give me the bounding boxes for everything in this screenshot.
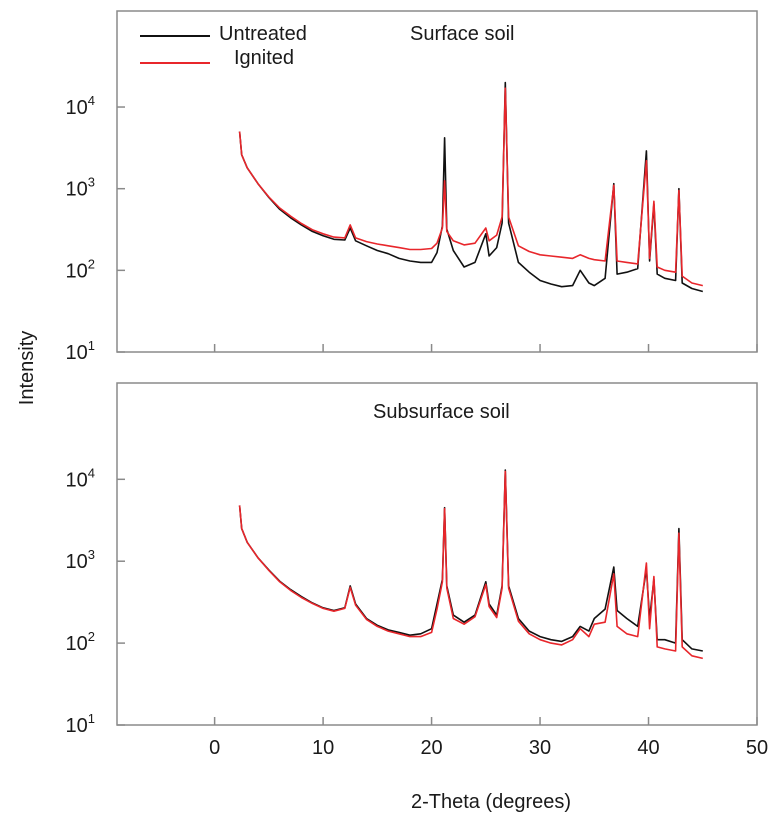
y-tick-exponent: 4	[88, 93, 95, 108]
y-tick-label: 104	[66, 465, 95, 491]
x-tick-label: 20	[420, 737, 442, 759]
y-tick-base: 10	[66, 342, 88, 364]
x-tick-label: 50	[746, 737, 768, 759]
y-tick-exponent: 1	[88, 338, 95, 353]
y-tick-exponent: 2	[88, 256, 95, 271]
panel-subsurface-series	[238, 469, 703, 660]
y-tick-base: 10	[66, 97, 88, 119]
series-line-untreated	[238, 81, 704, 293]
y-tick-base: 10	[66, 715, 88, 737]
y-tick-exponent: 4	[88, 465, 95, 480]
x-tick-label: 10	[312, 737, 334, 759]
y-tick-exponent: 3	[88, 175, 95, 190]
y-tick-label: 102	[66, 256, 95, 282]
y-tick-exponent: 2	[88, 629, 95, 644]
series-line-ignited	[238, 87, 703, 287]
panel-subsurface-title: Subsurface soil	[373, 401, 510, 423]
x-tick-label: 40	[637, 737, 659, 759]
legend-ignited-label: Ignited	[234, 47, 294, 69]
y-tick-base: 10	[66, 260, 88, 282]
x-tick-label: 0	[209, 737, 220, 759]
y-tick-label: 101	[66, 338, 95, 364]
y-tick-exponent: 3	[88, 547, 95, 562]
y-tick-label: 103	[66, 547, 95, 573]
y-tick-exponent: 1	[88, 711, 95, 726]
panel-surface-title: Surface soil	[410, 23, 515, 45]
y-tick-label: 104	[66, 93, 95, 119]
y-axis-title: Intensity	[16, 331, 38, 405]
y-tick-label: 102	[66, 629, 95, 655]
y-tick-label: 103	[66, 175, 95, 201]
x-tick-label: 30	[529, 737, 551, 759]
x-axis: 0 10 20 30 40 50	[209, 737, 768, 759]
y-tick-base: 10	[66, 551, 88, 573]
y-tick-base: 10	[66, 469, 88, 491]
x-axis-title: 2-Theta (degrees)	[411, 791, 571, 813]
panel-subsurface-frame	[116, 382, 758, 726]
y-tick-base: 10	[66, 179, 88, 201]
series-line-untreated	[238, 469, 703, 652]
panel-surface-frame	[116, 10, 758, 353]
y-tick-label: 101	[66, 711, 95, 737]
legend-untreated-label: Untreated	[219, 23, 307, 45]
panel-surface-series	[238, 81, 704, 293]
legend: Untreated Ignited	[140, 23, 307, 69]
y-tick-base: 10	[66, 633, 88, 655]
series-line-ignited	[238, 470, 703, 660]
